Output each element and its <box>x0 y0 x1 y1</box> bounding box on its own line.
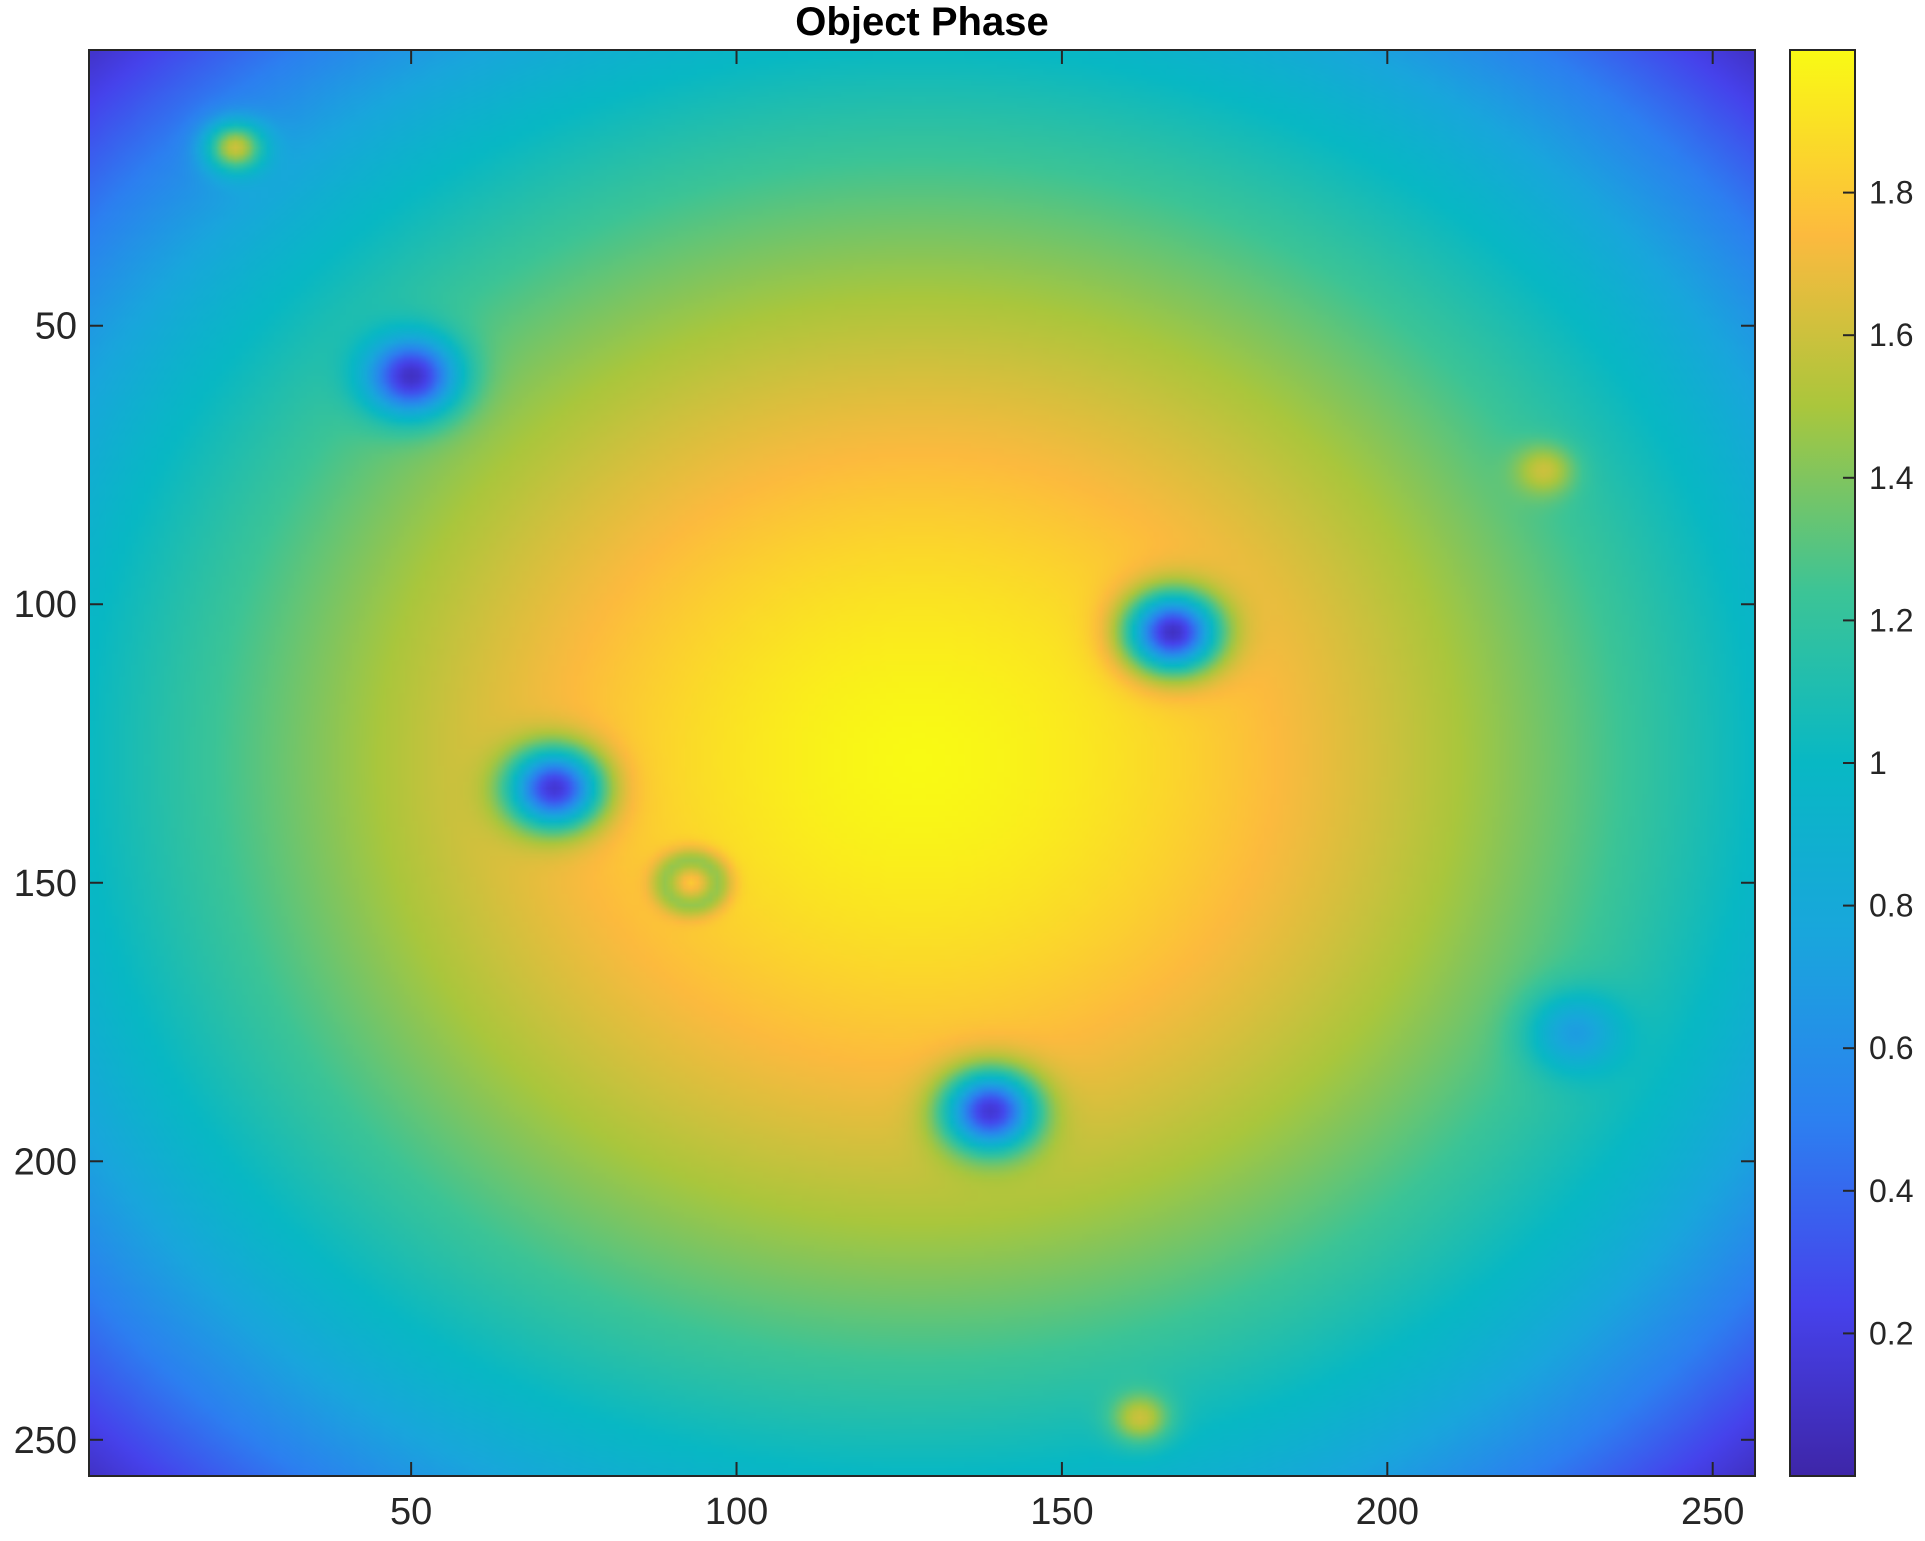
y-tick-label: 100 <box>14 584 77 626</box>
x-tick-label: 100 <box>705 1491 768 1533</box>
heatmap-image-holder <box>89 50 1755 1476</box>
x-tick-label: 150 <box>1030 1491 1093 1533</box>
y-axis: 50 100 150 200 250 <box>14 306 1755 1462</box>
heatmap-image <box>89 50 1755 1476</box>
colorbar-tick-label: 1.2 <box>1869 602 1913 638</box>
y-tick-label: 200 <box>14 1141 77 1183</box>
colorbar-tick-label: 0.4 <box>1869 1173 1913 1209</box>
colorbar-tick-label: 0.2 <box>1869 1315 1913 1351</box>
colorbar-tick-label: 0.6 <box>1869 1030 1913 1066</box>
colorbar-tick-label: 1.8 <box>1869 175 1913 211</box>
colorbar-tick-label: 1 <box>1869 745 1887 781</box>
x-axis: 50 100 150 200 250 <box>390 50 1744 1533</box>
y-tick-label: 150 <box>14 863 77 905</box>
chart-title: Object Phase <box>795 0 1048 44</box>
colorbar-tick-label: 1.4 <box>1869 460 1913 496</box>
colorbar-tick-label: 0.8 <box>1869 888 1913 924</box>
x-tick-label: 250 <box>1681 1491 1744 1533</box>
plot-frame <box>88 49 1756 1477</box>
y-tick-label: 250 <box>14 1420 77 1462</box>
x-tick-label: 50 <box>390 1491 432 1533</box>
y-tick-label: 50 <box>35 306 77 348</box>
colorbar-tick-label: 1.6 <box>1869 317 1913 353</box>
colorbar-axis: 0.2 0.4 0.6 0.8 1 1.2 1.4 1.6 1.8 <box>1843 175 1913 1351</box>
x-tick-label: 200 <box>1356 1491 1419 1533</box>
